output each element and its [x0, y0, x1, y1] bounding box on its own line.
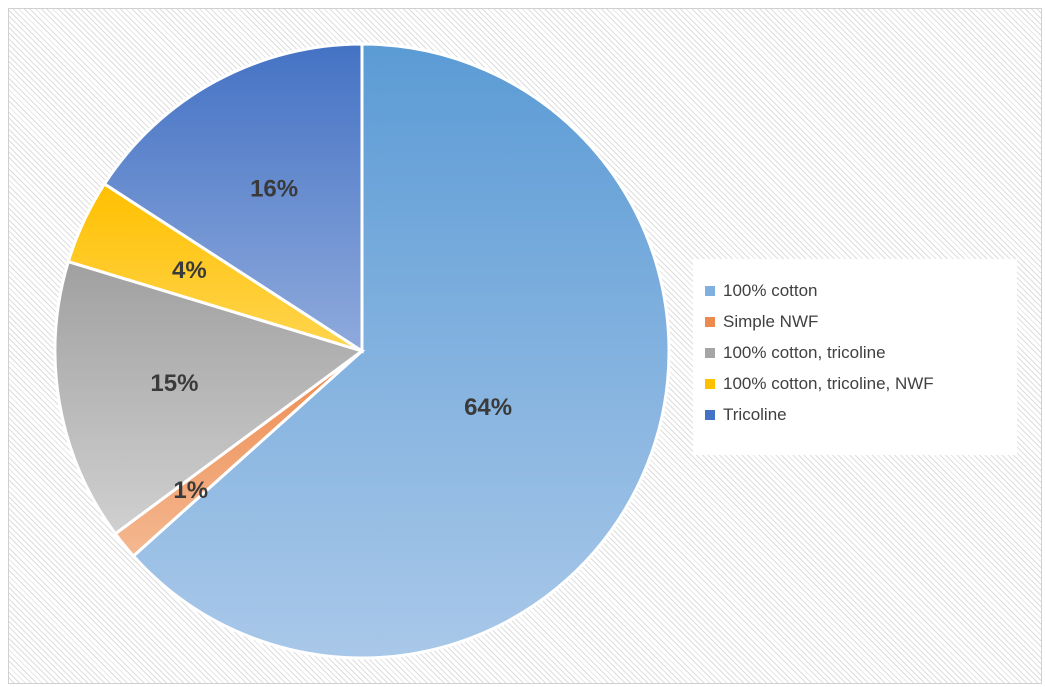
- chart-area: 64% 1% 15% 4% 16% 100% cotton Simple NWF 100…: [8, 8, 1042, 684]
- pie-slice-tricoline: [102, 42, 364, 354]
- data-label: 64%: [464, 394, 512, 421]
- data-label: 15%: [150, 370, 198, 397]
- data-label: 4%: [172, 257, 207, 284]
- data-label: 1%: [173, 477, 208, 504]
- pie-slice-100-cotton-tricoline: [53, 259, 366, 536]
- legend-item: 100% cotton: [705, 275, 1017, 306]
- pie-slice-100-cotton: [131, 42, 671, 660]
- legend-swatch: [705, 409, 715, 420]
- legend-label: Simple NWF: [723, 311, 819, 331]
- legend-swatch: [705, 378, 715, 389]
- legend-swatch: [705, 316, 715, 327]
- legend-item: Simple NWF: [705, 306, 1017, 337]
- legend-label: 100% cotton, tricoline, NWF: [723, 373, 934, 393]
- legend-label: Tricoline: [723, 404, 787, 424]
- legend-swatch: [705, 285, 715, 296]
- legend-item: Tricoline: [705, 399, 1017, 430]
- legend-swatch: [705, 347, 715, 358]
- legend-label: 100% cotton: [723, 280, 818, 300]
- legend-item: 100% cotton, tricoline, NWF: [705, 368, 1017, 399]
- legend-label: 100% cotton, tricoline: [723, 342, 886, 362]
- legend: 100% cotton Simple NWF 100% cotton, tric…: [693, 259, 1017, 455]
- data-label: 16%: [250, 176, 298, 203]
- pie-chart: 64% 1% 15% 4% 16%: [53, 42, 671, 660]
- legend-item: 100% cotton, tricoline: [705, 337, 1017, 368]
